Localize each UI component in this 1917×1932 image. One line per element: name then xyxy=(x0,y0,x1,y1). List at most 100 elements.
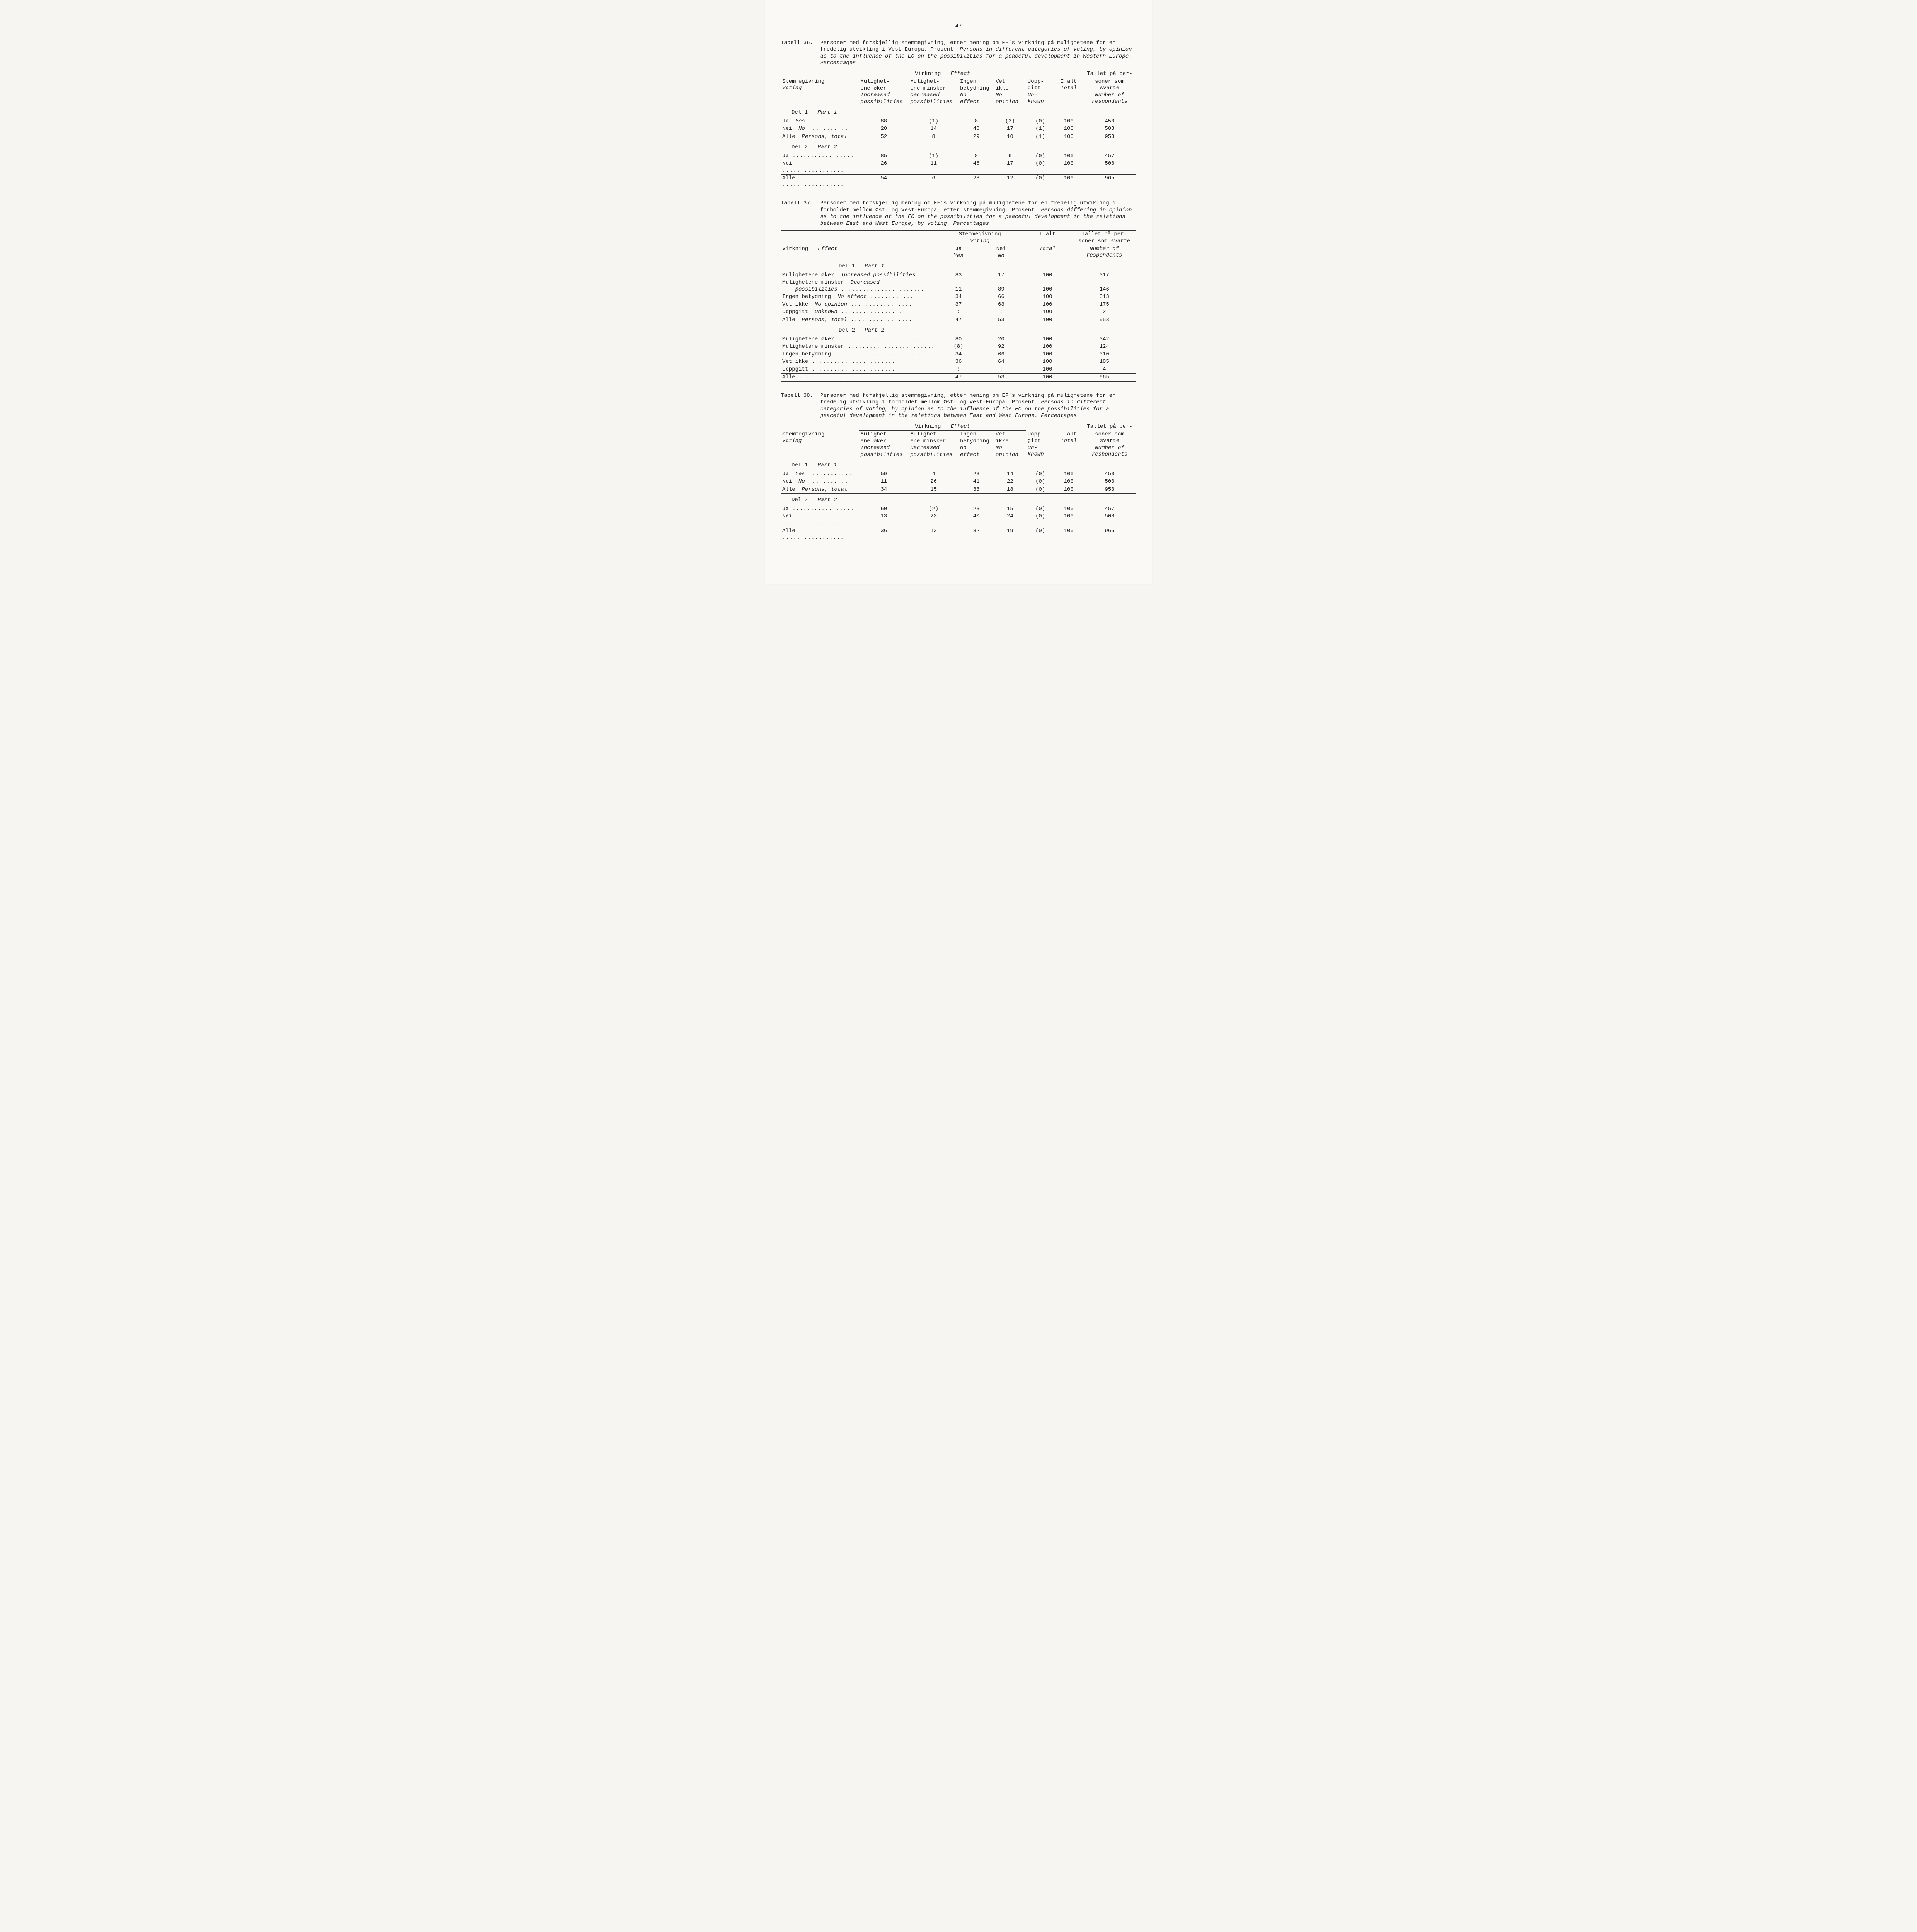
v: (0) xyxy=(1026,175,1055,189)
r: Mulighetene minsker xyxy=(782,344,935,350)
v: 59 xyxy=(859,471,909,478)
v: 317 xyxy=(1072,272,1136,279)
v: 12 xyxy=(994,175,1026,189)
v: 457 xyxy=(1083,505,1136,513)
part1-nor: Del 1 xyxy=(792,109,808,116)
r: Ingen betydning xyxy=(782,294,831,300)
table-row: Ja Yes 59 4 23 14 (0) 100 450 xyxy=(781,471,1136,478)
v: 33 xyxy=(958,486,994,494)
col-effect-nor: Virkning xyxy=(915,71,941,77)
v: 20 xyxy=(859,125,909,133)
v: 14 xyxy=(994,471,1026,478)
v: (1) xyxy=(909,153,958,160)
v: 83 xyxy=(937,272,980,279)
v: 92 xyxy=(980,343,1022,351)
v: 310 xyxy=(1072,351,1136,359)
c: Un- xyxy=(1028,445,1037,451)
r: Alle xyxy=(782,486,795,493)
v: 100 xyxy=(1054,513,1083,527)
c: Uopp- xyxy=(1028,431,1044,437)
c: gitt xyxy=(1028,85,1041,91)
c: No xyxy=(996,92,1002,98)
v: 100 xyxy=(1023,374,1073,382)
v: 47 xyxy=(937,374,980,382)
v: 503 xyxy=(1083,478,1136,486)
r: Alle xyxy=(782,134,795,140)
r: Mulighetene øker xyxy=(782,336,925,342)
c: Uopp- xyxy=(1028,78,1044,85)
v: 28 xyxy=(958,175,994,189)
part1-nor: Del 1 xyxy=(839,263,855,269)
r: Alle xyxy=(782,317,795,323)
v: 100 xyxy=(1023,293,1073,301)
c: Virkning xyxy=(782,246,808,252)
c: soner som svarte xyxy=(1095,431,1124,444)
c: soner som svarte xyxy=(1095,78,1124,92)
v: 63 xyxy=(980,301,1022,309)
part2-nor: Del 2 xyxy=(839,327,855,333)
v: 100 xyxy=(1023,336,1073,344)
v: 100 xyxy=(1054,505,1083,513)
c: Effect xyxy=(818,246,837,252)
table-row: Alle Persons, total 52 8 29 10 (1) 100 9… xyxy=(781,133,1136,141)
v: 23 xyxy=(909,513,958,527)
table-36-label: Tabell 36. xyxy=(781,40,820,67)
v: (0) xyxy=(1026,160,1055,175)
c: Stemmegivning xyxy=(782,431,824,437)
v: 965 xyxy=(1083,527,1136,542)
c: betydning xyxy=(960,438,989,444)
v: 60 xyxy=(859,505,909,513)
table-row: Uoppgitt : : 100 4 xyxy=(781,366,1136,374)
r: Uoppgitt xyxy=(782,366,899,372)
c: Tallet på per- xyxy=(1083,423,1136,431)
v: 100 xyxy=(1023,316,1073,324)
table-row: Vet ikke 36 64 100 185 xyxy=(781,358,1136,366)
v: 14 xyxy=(909,125,958,133)
r: Increased possibilities xyxy=(841,272,915,278)
r: Alle xyxy=(782,175,844,188)
v: : xyxy=(937,308,980,316)
v: 450 xyxy=(1083,471,1136,478)
v: 47 xyxy=(937,316,980,324)
v: 965 xyxy=(1072,374,1136,382)
v: (0) xyxy=(1026,478,1055,486)
r: Unknown xyxy=(815,309,903,315)
table-row: Ja 60 (2) 23 15 (0) 100 457 xyxy=(781,505,1136,513)
v: 2 xyxy=(1072,308,1136,316)
r: Alle xyxy=(782,528,844,541)
v: (3) xyxy=(994,118,1026,126)
r: Persons, total xyxy=(802,134,847,140)
v: 17 xyxy=(980,272,1022,279)
c: Mulighet- xyxy=(860,78,890,85)
v: 34 xyxy=(859,486,909,494)
v: 4 xyxy=(909,471,958,478)
c: ene minsker xyxy=(910,85,946,92)
c: effect xyxy=(960,99,979,105)
v: (0) xyxy=(1026,513,1055,527)
r: Vet ikke xyxy=(782,301,808,308)
c: ikke xyxy=(996,85,1009,92)
table-37-desc: Personer med forskjellig mening om EF's … xyxy=(820,200,1136,227)
c: Voting xyxy=(970,238,989,244)
c: Total xyxy=(1039,246,1056,252)
v: 450 xyxy=(1083,118,1136,126)
v: 34 xyxy=(937,293,980,301)
v: 100 xyxy=(1023,343,1073,351)
table-36: Virkning Effect Tallet på per- Stemmegiv… xyxy=(781,70,1136,190)
v: 100 xyxy=(1054,478,1083,486)
v: 26 xyxy=(909,478,958,486)
r: Decreased xyxy=(850,279,880,286)
v: 11 xyxy=(937,279,980,293)
v: 508 xyxy=(1083,160,1136,175)
v: 29 xyxy=(958,133,994,141)
table-row: Nei 13 23 40 24 (0) 100 508 xyxy=(781,513,1136,527)
r: Ja xyxy=(782,471,789,477)
c: Vet xyxy=(996,431,1005,437)
c: No xyxy=(998,253,1004,259)
v: 18 xyxy=(994,486,1026,494)
table-36-desc: Personer med forskjellig stemmegivning, … xyxy=(820,40,1136,67)
v: 13 xyxy=(859,513,909,527)
c: known xyxy=(1028,451,1044,457)
v: 100 xyxy=(1023,351,1073,359)
v: 6 xyxy=(909,175,958,189)
